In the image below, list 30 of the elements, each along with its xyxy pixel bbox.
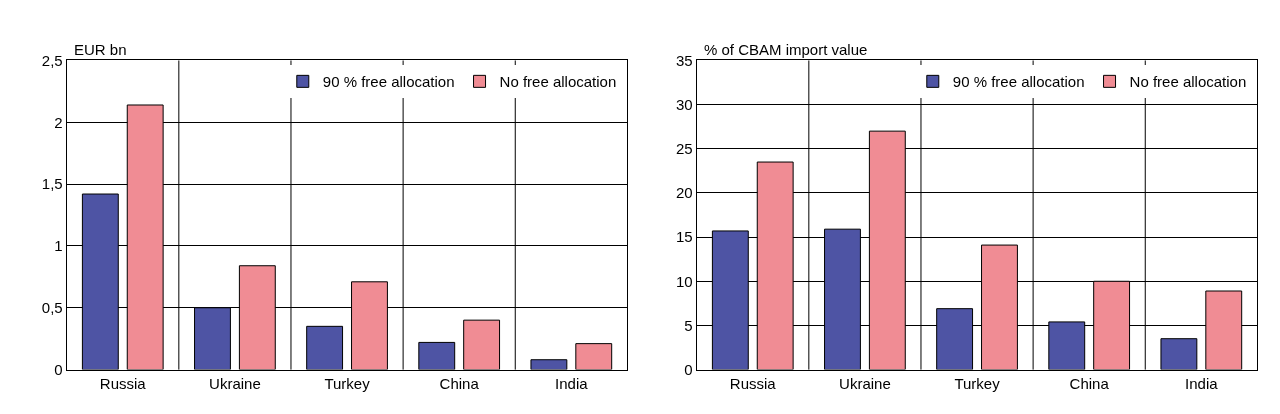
y-tick-label: 2 (54, 113, 63, 131)
y-tick-label: 10 (676, 272, 693, 290)
y-tick-label: 35 (676, 51, 693, 69)
legend-label: 90 % free allocation (952, 73, 1085, 91)
x-tick-label: China (439, 374, 480, 392)
legend-label: 90 % free allocation (322, 73, 455, 91)
x-tick-label: Turkey (324, 374, 371, 392)
y-tick-label: 15 (676, 228, 693, 246)
x-tick-label: Russia (99, 374, 147, 392)
x-tick-label: Russia (729, 374, 777, 392)
y-tick-label: 30 (676, 95, 693, 113)
y-tick-label: 0,5 (41, 299, 63, 317)
x-tick-label: China (1069, 374, 1110, 392)
x-tick-label: India (1185, 374, 1219, 392)
legend-label: No free allocation (499, 73, 617, 91)
y-tick-label: 5 (684, 316, 693, 334)
y-tick-label: 25 (676, 140, 693, 158)
y-axis-title: % of CBAM import value (704, 41, 868, 58)
x-tick-label: Ukraine (209, 374, 261, 392)
y-tick-label: 20 (676, 184, 693, 202)
y-tick-label: 2,5 (41, 51, 63, 69)
y-axis-title: EUR bn (74, 41, 127, 58)
y-tick-label: 0 (54, 360, 63, 378)
x-tick-label: Ukraine (839, 374, 891, 392)
x-tick-label: Turkey (954, 374, 1001, 392)
y-tick-label: 0 (684, 360, 693, 378)
legend-label: No free allocation (1129, 73, 1247, 91)
y-tick-label: 1,5 (41, 175, 63, 193)
y-tick-label: 1 (54, 237, 63, 255)
x-tick-label: India (555, 374, 589, 392)
